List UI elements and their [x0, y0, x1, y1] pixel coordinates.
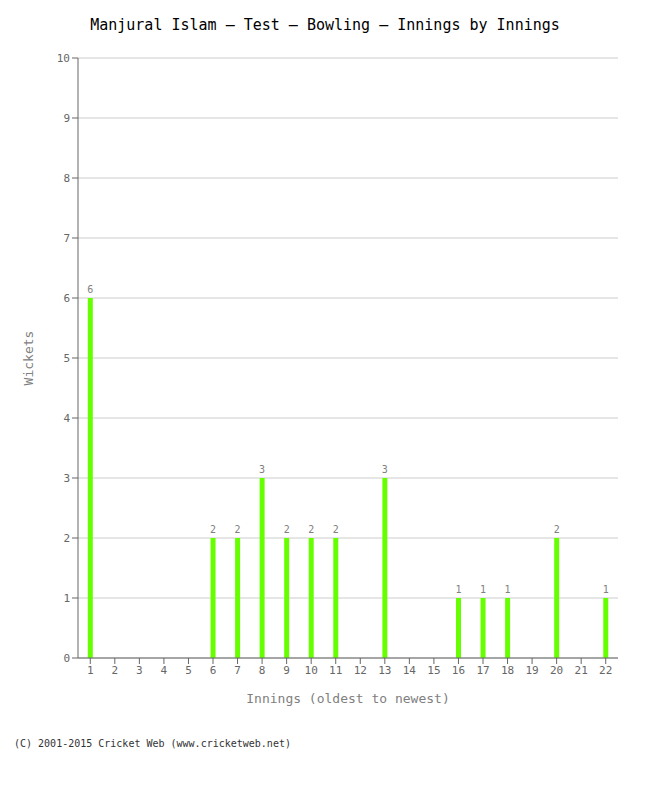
svg-text:16: 16 [452, 664, 465, 677]
svg-text:5: 5 [63, 352, 70, 365]
svg-text:6: 6 [210, 664, 217, 677]
svg-text:4: 4 [161, 664, 168, 677]
svg-text:2: 2 [235, 524, 241, 535]
svg-text:19: 19 [525, 664, 538, 677]
svg-text:18: 18 [501, 664, 514, 677]
svg-text:1: 1 [505, 584, 511, 595]
svg-text:2: 2 [554, 524, 560, 535]
svg-text:9: 9 [63, 112, 70, 125]
svg-text:0: 0 [63, 652, 70, 665]
svg-text:2: 2 [210, 524, 216, 535]
svg-text:Wickets: Wickets [21, 331, 36, 386]
svg-text:2: 2 [284, 524, 290, 535]
svg-text:2: 2 [112, 664, 119, 677]
svg-text:8: 8 [259, 664, 266, 677]
svg-text:3: 3 [63, 472, 70, 485]
svg-text:10: 10 [57, 52, 70, 65]
svg-text:21: 21 [575, 664, 588, 677]
svg-text:10: 10 [305, 664, 318, 677]
svg-text:4: 4 [63, 412, 70, 425]
svg-text:3: 3 [259, 464, 265, 475]
svg-text:2: 2 [63, 532, 70, 545]
svg-text:5: 5 [185, 664, 192, 677]
svg-text:1: 1 [87, 664, 94, 677]
svg-text:1: 1 [603, 584, 609, 595]
svg-text:6: 6 [63, 292, 70, 305]
svg-text:1: 1 [455, 584, 461, 595]
html-text:Manjural Islam – Test – Bowlin: Manjural Islam – Test – Bowling – Inning… [90, 16, 560, 34]
svg-text:7: 7 [63, 232, 70, 245]
svg-text:3: 3 [136, 664, 143, 677]
html-text:(C) 2001-2015 Cricket Web (www: (C) 2001-2015 Cricket Web (www.cricketwe… [14, 738, 291, 749]
svg-text:13: 13 [378, 664, 391, 677]
svg-text:14: 14 [403, 664, 417, 677]
svg-text:20: 20 [550, 664, 563, 677]
svg-text:17: 17 [476, 664, 489, 677]
svg-text:1: 1 [480, 584, 486, 595]
svg-text:22: 22 [599, 664, 612, 677]
svg-text:Innings (oldest to newest): Innings (oldest to newest) [246, 691, 450, 706]
svg-text:3: 3 [382, 464, 388, 475]
svg-text:11: 11 [329, 664, 342, 677]
svg-text:1: 1 [63, 592, 70, 605]
svg-text:6: 6 [87, 284, 93, 295]
svg-text:7: 7 [234, 664, 241, 677]
svg-text:8: 8 [63, 172, 70, 185]
svg-text:2: 2 [308, 524, 314, 535]
svg-text:9: 9 [283, 664, 290, 677]
svg-text:2: 2 [333, 524, 339, 535]
svg-text:12: 12 [354, 664, 367, 677]
svg-text:15: 15 [427, 664, 440, 677]
